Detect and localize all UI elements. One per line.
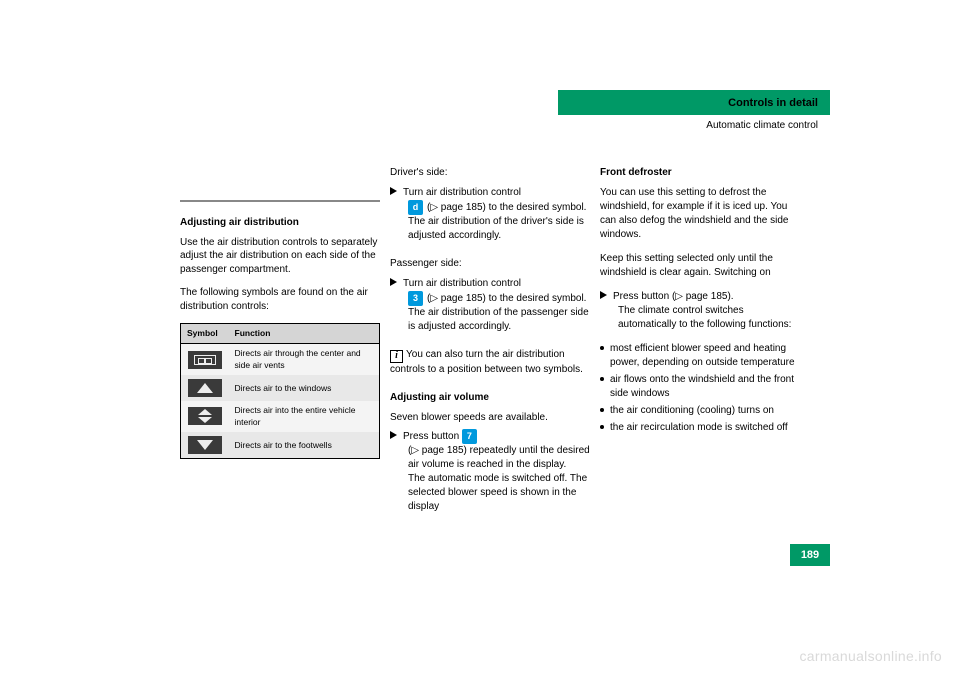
- th-symbol: Symbol: [181, 324, 229, 344]
- step-arrow-icon: [390, 187, 397, 195]
- col1-heading: Adjusting air distribution: [180, 216, 380, 230]
- row-func: Directs air to the windows: [229, 375, 380, 401]
- driver-block: Driver's side: Turn air distribution con…: [390, 166, 590, 243]
- row-func: Directs air to the footwells: [229, 432, 380, 459]
- ref-letter-3: 3: [408, 291, 423, 306]
- header-title: Controls in detail: [728, 97, 818, 109]
- watermark: carmanualsonline.info: [800, 648, 943, 664]
- column-1: Adjusting air distribution Use the air d…: [180, 200, 380, 459]
- th-function: Function: [229, 324, 380, 344]
- passenger-title: Passenger side:: [390, 257, 590, 271]
- row-func: Directs air into the entire vehicle inte…: [229, 401, 380, 432]
- col1-lead: The following symbols are found on the a…: [180, 286, 380, 313]
- row-func: Directs air through the center and side …: [229, 344, 380, 375]
- volume-title: Adjusting air volume: [390, 391, 590, 405]
- vent-footwell-icon: [188, 436, 222, 454]
- feature-list: most efficient blower speed and heating …: [600, 342, 800, 435]
- divider: [180, 200, 380, 202]
- list-item: most efficient blower speed and heating …: [600, 342, 800, 370]
- driver-ref: d(▷ page 185) to the desired symbol.: [390, 200, 590, 215]
- col3-heading: Front defroster: [600, 166, 800, 180]
- symbol-table: Symbol Function Directs air through the …: [180, 323, 380, 459]
- col1-intro: Use the air distribution controls to sep…: [180, 236, 380, 277]
- col3-lead: Keep this setting selected only until th…: [600, 252, 800, 280]
- vent-all-icon: [188, 407, 222, 425]
- list-item: the air conditioning (cooling) turns on: [600, 404, 800, 418]
- passenger-result: The air distribution of the passenger si…: [390, 306, 590, 334]
- driver-step: Turn air distribution control: [390, 186, 590, 200]
- manual-page: Controls in detail Automatic climate con…: [130, 90, 830, 590]
- table-row: Directs air through the center and side …: [181, 344, 380, 375]
- col3-p1: You can use this setting to defrost the …: [600, 186, 800, 242]
- volume-intro: Seven blower speeds are available.: [390, 411, 590, 425]
- passenger-block: Passenger side: Turn air distribution co…: [390, 257, 590, 334]
- step-arrow-icon: [390, 431, 397, 439]
- vent-windows-icon: [188, 379, 222, 397]
- column-2: Driver's side: Turn air distribution con…: [390, 166, 590, 528]
- vent-center-icon: [188, 351, 222, 369]
- header-bar: Controls in detail: [558, 90, 830, 115]
- list-item: air flows onto the windshield and the fr…: [600, 373, 800, 401]
- volume-ref: (▷ page 185) repeatedly until the desire…: [390, 444, 590, 472]
- col3-step: Press button (▷ page 185).: [600, 290, 800, 304]
- volume-step: Press button 7: [390, 429, 590, 444]
- info-icon: i: [390, 350, 403, 363]
- passenger-step: Turn air distribution control: [390, 277, 590, 291]
- table-row: Directs air into the entire vehicle inte…: [181, 401, 380, 432]
- ref-letter-7: 7: [462, 429, 477, 444]
- table-row: Directs air to the windows: [181, 375, 380, 401]
- passenger-ref: 3(▷ page 185) to the desired symbol.: [390, 291, 590, 306]
- ref-letter-d: d: [408, 200, 423, 215]
- step-arrow-icon: [390, 278, 397, 286]
- driver-result: The air distribution of the driver's sid…: [390, 215, 590, 243]
- step-arrow-icon: [600, 291, 607, 299]
- volume-block: Adjusting air volume Seven blower speeds…: [390, 391, 590, 514]
- page-number-badge: 189: [790, 544, 830, 566]
- column-3: Front defroster You can use this setting…: [600, 166, 800, 438]
- driver-title: Driver's side:: [390, 166, 590, 180]
- volume-result: The automatic mode is switched off. The …: [390, 472, 590, 514]
- section-subtitle: Automatic climate control: [706, 120, 818, 131]
- note-block: iYou can also turn the air distribution …: [390, 348, 590, 377]
- col3-activates: The climate control switches automatical…: [600, 304, 800, 332]
- list-item: the air recirculation mode is switched o…: [600, 421, 800, 435]
- table-row: Directs air to the footwells: [181, 432, 380, 459]
